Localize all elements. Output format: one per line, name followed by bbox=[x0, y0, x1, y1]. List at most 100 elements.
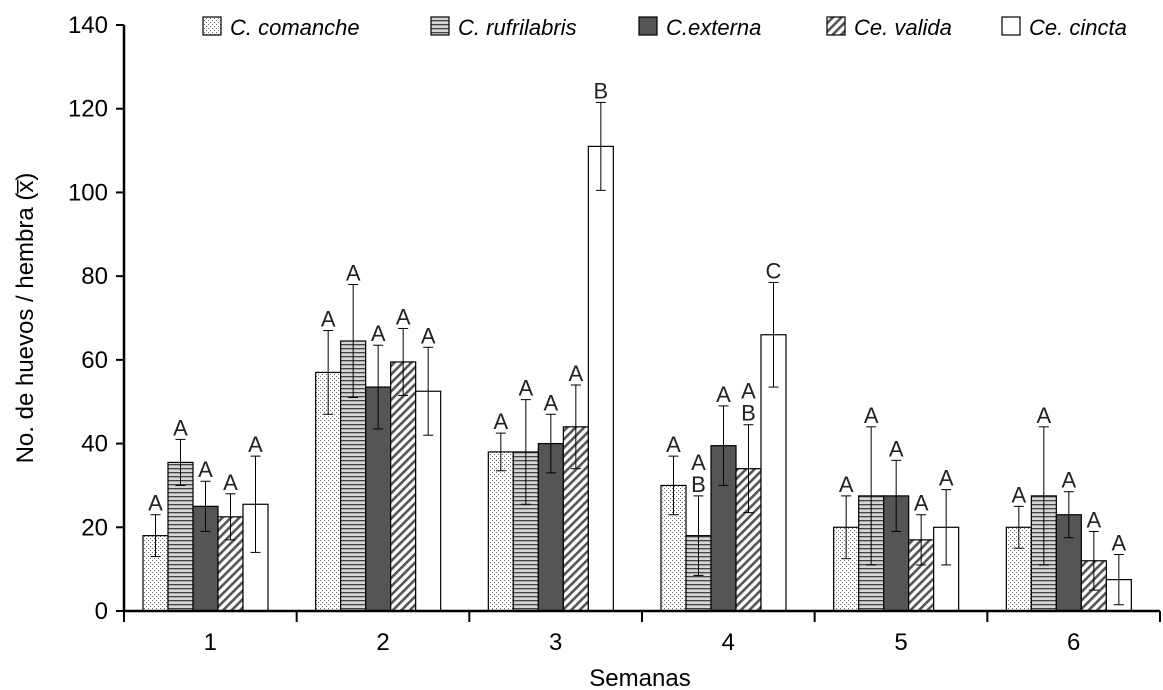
significance-label: A bbox=[691, 450, 706, 475]
legend-label: C.externa bbox=[666, 15, 761, 40]
legend-swatch bbox=[638, 16, 658, 36]
error-bar bbox=[916, 514, 927, 566]
significance-label: A bbox=[839, 472, 854, 497]
legend-swatch bbox=[202, 16, 222, 36]
bar-ce-cincta-week-1 bbox=[242, 503, 269, 612]
legend-label: C. comanche bbox=[230, 15, 360, 40]
significance-label: A bbox=[543, 390, 558, 415]
y-tick-label: 60 bbox=[81, 347, 108, 374]
legend-swatch bbox=[1001, 16, 1021, 36]
bar-c-rufrilabris-week-1 bbox=[167, 461, 194, 612]
legend-label: Ce. cincta bbox=[1029, 15, 1127, 40]
significance-label: B bbox=[593, 78, 608, 103]
bar-ce-valida-week-2 bbox=[390, 361, 417, 612]
significance-label: A bbox=[223, 470, 238, 495]
error-bar bbox=[150, 514, 161, 558]
error-bar bbox=[668, 455, 679, 516]
legend-swatch bbox=[826, 16, 846, 36]
significance-label: A bbox=[421, 323, 436, 348]
significance-label: A bbox=[371, 321, 386, 346]
error-bar bbox=[175, 438, 186, 486]
y-axis-title: No. de huevos / hembra (x̅) bbox=[12, 173, 39, 464]
legend: C. comanche C. rufrilabris C.externa Ce. va… bbox=[202, 15, 1127, 40]
significance-label: A bbox=[396, 304, 411, 329]
significance-label: A bbox=[198, 457, 213, 482]
y-tick-label: 20 bbox=[81, 514, 108, 541]
error-bar bbox=[398, 327, 409, 396]
legend-item-c-externa: C.externa bbox=[638, 15, 761, 40]
legend-item-c-rufrilabris: C. rufrilabris bbox=[430, 15, 577, 40]
error-bar bbox=[1038, 426, 1049, 566]
error-bar bbox=[423, 346, 434, 436]
legend-item-ce-valida: Ce. valida bbox=[826, 15, 952, 40]
bar-ce-cincta-week-3 bbox=[587, 145, 614, 612]
axes: No. de huevos / hembra (x̅) Semanas 0 20 4… bbox=[12, 12, 1161, 690]
bar-c-comanche-week-3 bbox=[487, 451, 514, 612]
significance-label: A bbox=[1011, 482, 1026, 507]
error-bar bbox=[1113, 553, 1124, 606]
legend-item-ce-cincta: Ce. cincta bbox=[1001, 15, 1127, 40]
x-axis-title: Semanas bbox=[589, 665, 690, 690]
y-tick-label: 100 bbox=[68, 179, 108, 206]
significance-label: A bbox=[864, 403, 879, 428]
error-bar bbox=[743, 424, 754, 514]
significance-label: A bbox=[148, 491, 163, 516]
significance-label: A bbox=[493, 409, 508, 434]
significance-label: A bbox=[518, 376, 533, 401]
error-bar bbox=[545, 413, 556, 474]
significance-label: A bbox=[1036, 403, 1051, 428]
significance-label: A bbox=[939, 466, 954, 491]
error-bar bbox=[866, 426, 877, 566]
error-bar bbox=[570, 384, 581, 470]
error-bar bbox=[768, 281, 779, 388]
significance-label: A bbox=[741, 379, 756, 404]
error-bar bbox=[841, 495, 852, 560]
error-bar bbox=[373, 344, 384, 430]
error-bar bbox=[1088, 530, 1099, 591]
significance-label: A bbox=[666, 432, 681, 457]
significance-label: A bbox=[1061, 468, 1076, 493]
significance-label: C bbox=[766, 258, 782, 283]
error-bar bbox=[225, 493, 236, 541]
error-bar bbox=[1063, 491, 1074, 539]
legend-item-c-comanche: C. comanche bbox=[202, 15, 360, 40]
error-bar bbox=[348, 284, 359, 399]
significance-label: A bbox=[914, 491, 929, 516]
significance-label: A bbox=[1086, 507, 1101, 532]
significance-label: A bbox=[346, 261, 361, 286]
significance-label: B bbox=[691, 472, 706, 497]
error-bar bbox=[250, 455, 261, 553]
error-bar bbox=[693, 495, 704, 576]
error-bar bbox=[1013, 505, 1024, 549]
legend-swatch bbox=[430, 16, 450, 36]
y-tick-label: 0 bbox=[95, 598, 108, 625]
x-tick-label: 1 bbox=[204, 629, 217, 656]
x-tick-label: 6 bbox=[1067, 629, 1080, 656]
x-tick-label: 2 bbox=[376, 629, 389, 656]
y-tick-label: 80 bbox=[81, 263, 108, 290]
significance-label: B bbox=[741, 401, 756, 426]
y-tick-label: 120 bbox=[68, 96, 108, 123]
significance-label: A bbox=[568, 361, 583, 386]
significance-label: A bbox=[1111, 530, 1126, 555]
significance-label: A bbox=[889, 436, 904, 461]
error-bar bbox=[323, 330, 334, 415]
error-bar bbox=[200, 480, 211, 532]
significance-label: A bbox=[321, 307, 336, 332]
error-bar bbox=[495, 432, 506, 472]
significance-label: A bbox=[248, 432, 263, 457]
y-tick-label: 40 bbox=[81, 431, 108, 458]
error-bar bbox=[718, 405, 729, 486]
x-tick-label: 5 bbox=[894, 629, 907, 656]
error-bar bbox=[941, 489, 952, 566]
significance-label: A bbox=[716, 382, 731, 407]
error-bar bbox=[595, 101, 606, 191]
y-tick-label: 140 bbox=[68, 12, 108, 39]
legend-label: Ce. valida bbox=[854, 15, 952, 40]
legend-label: C. rufrilabris bbox=[458, 15, 577, 40]
significance-label: A bbox=[173, 415, 188, 440]
error-bar bbox=[520, 399, 531, 505]
error-bar bbox=[891, 459, 902, 532]
